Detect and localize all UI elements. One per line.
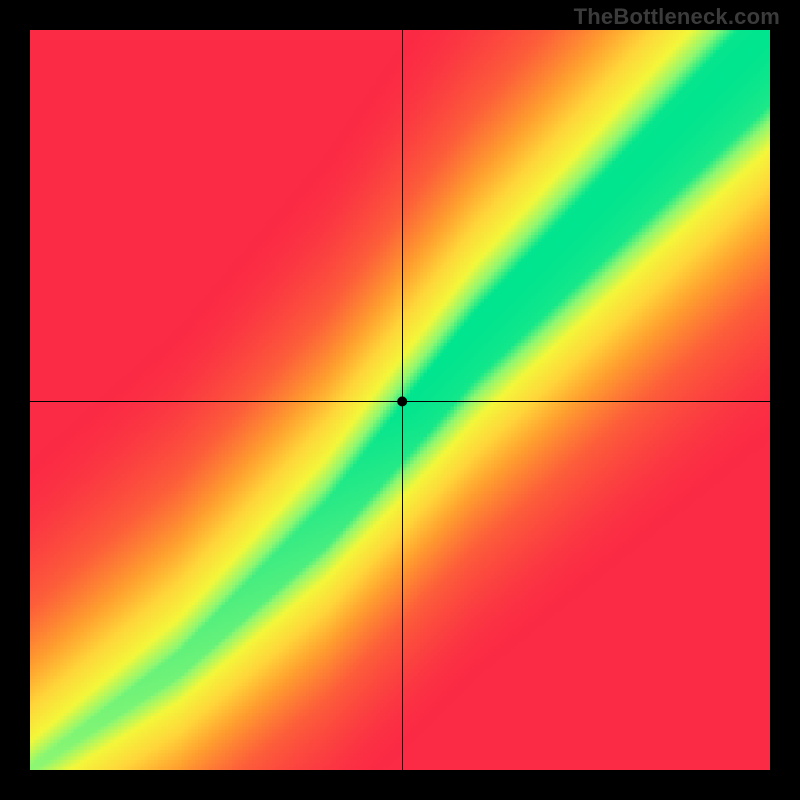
heatmap-plot-area — [30, 30, 770, 770]
crosshair-overlay — [30, 30, 770, 770]
watermark-text: TheBottleneck.com — [574, 4, 780, 30]
